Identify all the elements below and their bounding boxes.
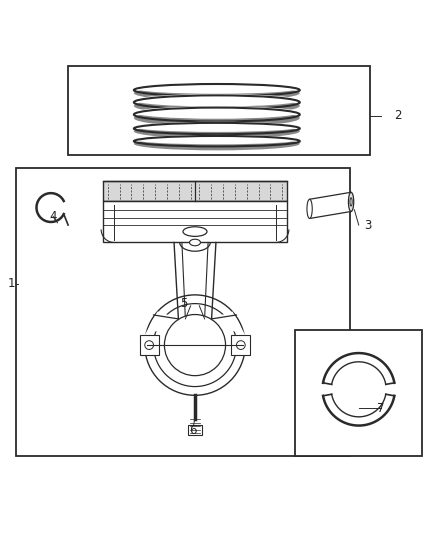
Text: 3: 3 <box>364 219 371 231</box>
Circle shape <box>153 304 237 386</box>
Text: 4: 4 <box>49 210 57 223</box>
Text: 6: 6 <box>189 424 197 437</box>
Circle shape <box>145 295 245 395</box>
Ellipse shape <box>134 135 300 144</box>
Ellipse shape <box>134 85 300 101</box>
Ellipse shape <box>134 138 300 150</box>
Polygon shape <box>310 192 351 219</box>
Ellipse shape <box>350 198 352 206</box>
Bar <box>231 335 251 354</box>
Bar <box>103 181 287 201</box>
Text: 5: 5 <box>180 297 188 310</box>
Ellipse shape <box>190 239 201 246</box>
Ellipse shape <box>134 106 300 119</box>
Bar <box>140 335 159 354</box>
Ellipse shape <box>134 97 300 115</box>
Ellipse shape <box>307 199 312 219</box>
Circle shape <box>237 341 245 350</box>
Text: 2: 2 <box>394 109 402 123</box>
Ellipse shape <box>134 122 300 132</box>
Circle shape <box>164 314 226 376</box>
Ellipse shape <box>134 83 300 94</box>
Ellipse shape <box>134 109 300 127</box>
Polygon shape <box>145 312 178 336</box>
Text: 1: 1 <box>8 278 15 290</box>
Bar <box>295 330 422 456</box>
Polygon shape <box>212 312 245 336</box>
Circle shape <box>145 341 153 350</box>
Text: 7: 7 <box>377 402 384 415</box>
Ellipse shape <box>183 227 207 236</box>
Ellipse shape <box>134 94 300 107</box>
Bar <box>68 66 370 155</box>
FancyBboxPatch shape <box>188 425 201 434</box>
Bar <box>16 168 350 456</box>
Bar <box>103 201 287 243</box>
Ellipse shape <box>134 124 300 139</box>
Ellipse shape <box>349 192 354 212</box>
